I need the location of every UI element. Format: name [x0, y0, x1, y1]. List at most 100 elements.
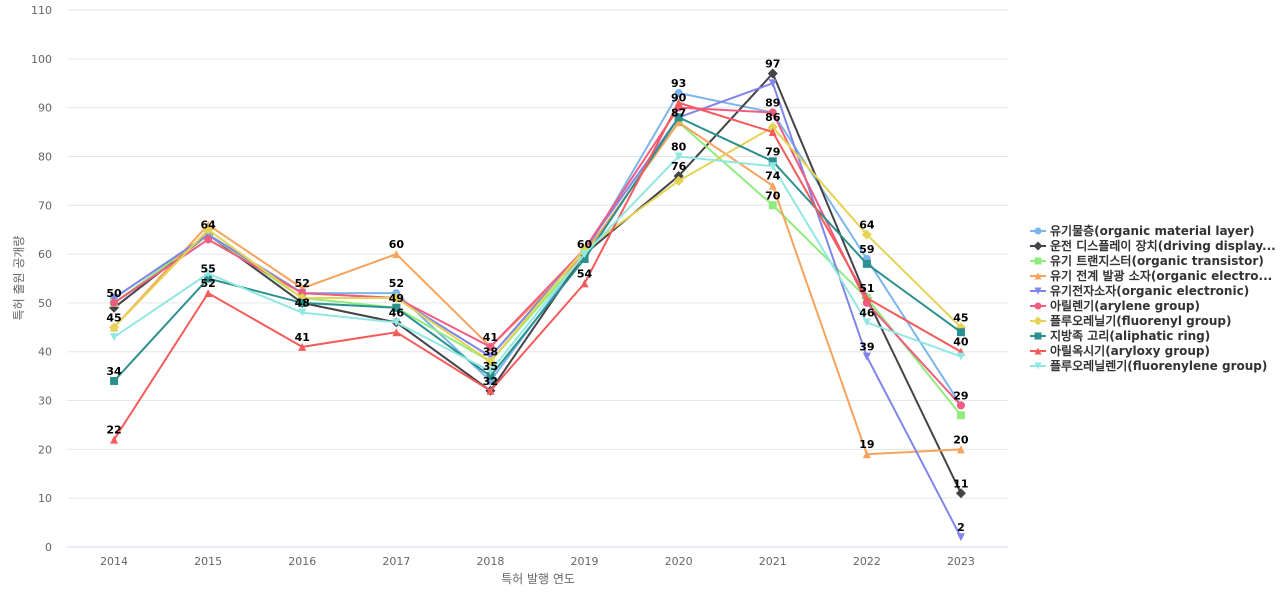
x-tick-label: 2021 — [759, 555, 787, 568]
data-point[interactable] — [862, 294, 871, 303]
data-point[interactable] — [956, 411, 965, 420]
data-point[interactable] — [580, 279, 589, 288]
legend-marker-icon — [1034, 272, 1042, 280]
data-point[interactable] — [768, 157, 777, 166]
data-point[interactable] — [862, 318, 871, 327]
legend-item[interactable]: 아릴렌기(arylene group) — [1030, 298, 1200, 313]
series-line — [113, 106, 962, 407]
data-point[interactable] — [673, 175, 684, 186]
data-point[interactable] — [674, 118, 683, 127]
legend-label: 아릴옥시기(aryloxy group) — [1050, 343, 1210, 358]
legend-item[interactable]: 운전 디스플레이 장치(driving display... — [1030, 238, 1276, 253]
data-point[interactable] — [392, 303, 401, 312]
data-point[interactable] — [203, 224, 214, 235]
data-point[interactable] — [298, 342, 307, 351]
data-point[interactable] — [580, 250, 589, 259]
data-point[interactable] — [392, 328, 401, 337]
legend-item[interactable]: 플루오레닐렌기(fluorenylene group) — [1030, 358, 1267, 373]
legend-label: 플루오레닐렌기(fluorenylene group) — [1050, 358, 1267, 373]
data-point[interactable] — [956, 533, 965, 542]
data-point[interactable] — [486, 367, 495, 376]
data-point[interactable] — [204, 269, 213, 278]
data-point[interactable] — [674, 88, 683, 97]
series-4 — [110, 118, 965, 459]
data-point[interactable] — [109, 322, 120, 333]
data-point[interactable] — [486, 342, 495, 351]
legend-item[interactable]: 유기 트랜지스터(organic transistor) — [1030, 253, 1264, 268]
data-point[interactable] — [580, 254, 589, 263]
data-point[interactable] — [768, 201, 777, 210]
data-point[interactable] — [955, 488, 966, 499]
data-label: 51 — [859, 282, 874, 295]
data-point[interactable] — [110, 333, 119, 342]
legend-item[interactable]: 유기 전계 발광 소자(organic electro... — [1030, 268, 1272, 283]
data-point[interactable] — [862, 450, 871, 459]
data-point[interactable] — [862, 259, 871, 268]
series-line — [113, 101, 962, 441]
data-point[interactable] — [768, 181, 777, 190]
data-point[interactable] — [768, 108, 777, 117]
data-label: 76 — [671, 160, 687, 173]
series-line — [113, 126, 962, 363]
legend-item[interactable]: 유기전자소자(organic electronic) — [1030, 283, 1249, 298]
x-tick-label: 2014 — [100, 555, 128, 568]
legend-marker-icon — [1034, 362, 1042, 370]
series-line — [113, 116, 962, 382]
legend-marker-icon — [1034, 302, 1042, 310]
y-tick-label: 110 — [31, 4, 52, 17]
data-point[interactable] — [391, 293, 402, 304]
data-point[interactable] — [956, 352, 965, 361]
data-point[interactable] — [110, 298, 119, 307]
series-line — [113, 121, 962, 456]
series-1 — [110, 88, 965, 410]
data-point[interactable] — [862, 352, 871, 361]
data-label: 34 — [106, 365, 122, 378]
data-point[interactable] — [204, 274, 213, 283]
legend-label: 플루오레닐기(fluorenyl group) — [1050, 313, 1232, 328]
data-point[interactable] — [767, 122, 778, 133]
legend-item[interactable]: 플루오레닐기(fluorenyl group) — [1030, 313, 1232, 328]
data-label: 41 — [295, 331, 310, 344]
data-point[interactable] — [956, 401, 965, 410]
data-point[interactable] — [767, 68, 778, 79]
legend-marker-icon — [1034, 227, 1042, 235]
data-point[interactable] — [956, 445, 965, 454]
y-tick-label: 10 — [38, 492, 52, 505]
data-point[interactable] — [768, 79, 777, 88]
data-point[interactable] — [110, 435, 119, 444]
data-label: 79 — [765, 145, 780, 158]
legend-label: 유기물층(organic material layer) — [1050, 223, 1255, 238]
data-point[interactable] — [204, 235, 213, 244]
legend-item[interactable]: 아릴옥시기(aryloxy group) — [1030, 343, 1210, 358]
data-point[interactable] — [674, 152, 683, 161]
x-axis-title: 특허 발행 연도 — [501, 571, 575, 586]
data-label: 48 — [295, 297, 310, 310]
data-point[interactable] — [110, 377, 119, 386]
data-point[interactable] — [298, 308, 307, 317]
data-label: 39 — [859, 341, 874, 354]
data-point[interactable] — [110, 294, 119, 303]
data-point[interactable] — [956, 328, 965, 337]
x-tick-label: 2017 — [382, 555, 410, 568]
data-point[interactable] — [298, 298, 307, 307]
legend-item[interactable]: 지방족 고리(aliphatic ring) — [1030, 328, 1210, 343]
data-point[interactable] — [486, 372, 495, 381]
data-label: 97 — [765, 57, 780, 70]
data-label: 45 — [953, 311, 968, 324]
legend-marker-icon — [1033, 316, 1043, 326]
data-label: 60 — [389, 238, 405, 251]
data-label: 2 — [957, 521, 965, 534]
data-point[interactable] — [768, 128, 777, 137]
data-point[interactable] — [486, 386, 495, 395]
data-point[interactable] — [392, 318, 401, 327]
data-point[interactable] — [674, 113, 683, 122]
data-point[interactable] — [485, 356, 496, 367]
data-point[interactable] — [392, 250, 401, 259]
y-tick-label: 70 — [38, 199, 52, 212]
legend-item[interactable]: 유기물층(organic material layer) — [1030, 223, 1255, 238]
data-point[interactable] — [674, 98, 683, 107]
data-point[interactable] — [861, 229, 872, 240]
data-point[interactable] — [768, 162, 777, 171]
data-point[interactable] — [204, 289, 213, 298]
